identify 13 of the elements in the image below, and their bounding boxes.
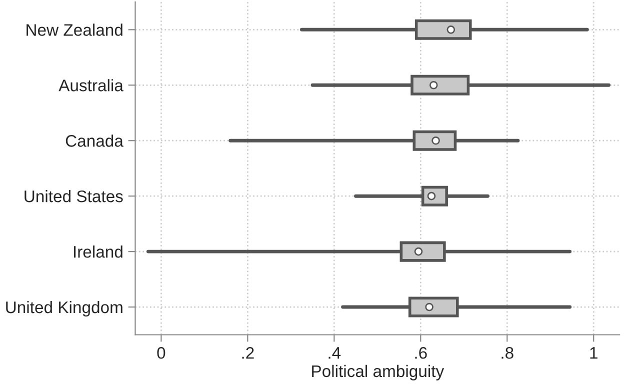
x-tick-label: .2 (242, 347, 254, 359)
y-tick-label: Canada (66, 134, 124, 147)
y-tick-label: United Kingdom (6, 300, 122, 317)
x-tick-label: .4 (328, 347, 341, 359)
y-tick-label: New Zealand (26, 24, 122, 36)
x-tick-label: 1 (590, 347, 598, 359)
x-tick-label: .8 (502, 347, 514, 359)
x-tick-label: .6 (415, 347, 427, 359)
y-tick-label: Australia (58, 79, 124, 92)
y-tick-label: Ireland (74, 246, 122, 258)
x-tick-label: 0 (157, 347, 166, 359)
x-axis-title: Political ambiguity (312, 364, 444, 380)
y-tick-label: United States (24, 190, 123, 202)
